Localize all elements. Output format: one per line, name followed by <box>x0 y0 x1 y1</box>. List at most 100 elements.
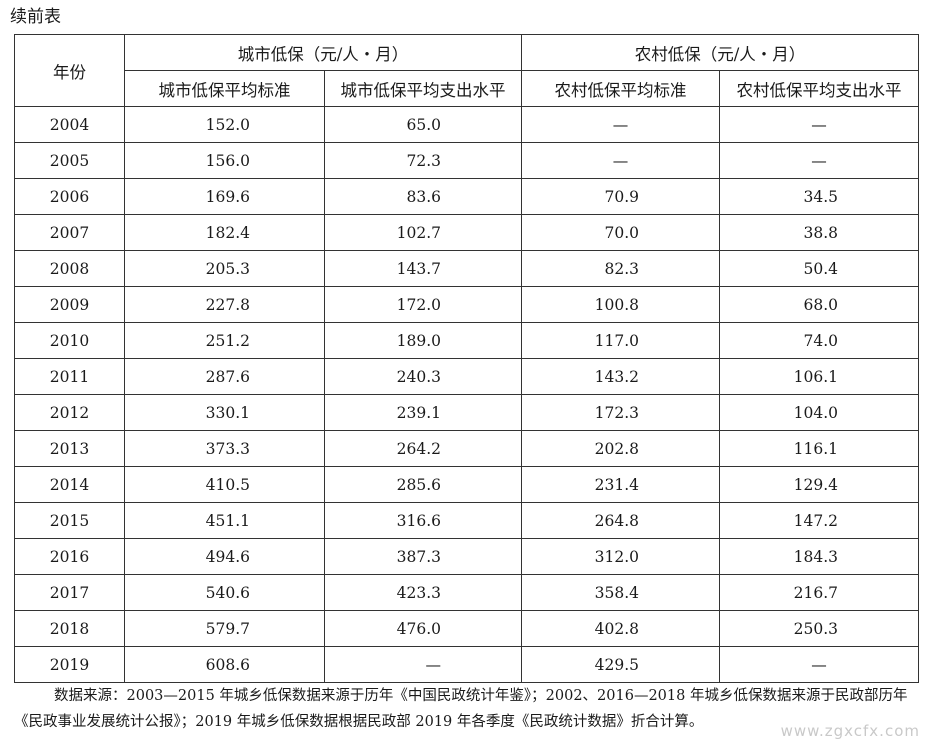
urban-expenditure-header: 城市低保平均支出水平 <box>324 70 522 107</box>
urban-expenditure-cell: 264.2 <box>324 430 522 467</box>
table-body: 2004 152.0 65.0— —2005 156.0 72.3— —2006 169.6 8… <box>14 106 919 683</box>
table-row: 2013 373.3 264.2 202.8 116.1 <box>14 430 919 467</box>
year-cell: 2006 <box>14 178 125 215</box>
year-cell: 2015 <box>14 502 125 539</box>
year-cell: 2010 <box>14 322 125 359</box>
table-row: 2005 156.0 72.3— — <box>14 142 919 179</box>
table-row: 2012 330.1 239.1 172.3 104.0 <box>14 394 919 431</box>
urban-expenditure-cell: 240.3 <box>324 358 522 395</box>
year-cell: 2016 <box>14 538 125 575</box>
urban-expenditure-cell: 423.3 <box>324 574 522 611</box>
urban-standard-cell: 373.3 <box>124 430 325 467</box>
year-cell: 2018 <box>14 610 125 647</box>
rural-standard-cell: 117.0 <box>521 322 720 359</box>
rural-standard-cell: 429.5 <box>521 646 720 683</box>
urban-standard-cell: 410.5 <box>124 466 325 503</box>
urban-expenditure-cell: 239.1 <box>324 394 522 431</box>
year-cell: 2009 <box>14 286 125 323</box>
urban-expenditure-cell: 316.6 <box>324 502 522 539</box>
table-caption: 续前表 <box>10 7 61 27</box>
urban-standard-cell: 494.6 <box>124 538 325 575</box>
rural-expenditure-cell: 147.2 <box>719 502 919 539</box>
rural-standard-cell: 358.4 <box>521 574 720 611</box>
rural-expenditure-cell: 34.5 <box>719 178 919 215</box>
urban-expenditure-cell: — <box>324 646 522 683</box>
year-cell: 2013 <box>14 430 125 467</box>
table-header: 年份 城市低保（元/人・月） 农村低保（元/人・月） 城市低保平均标准 城市低保… <box>14 34 919 107</box>
urban-expenditure-cell: 83.6 <box>324 178 522 215</box>
rural-standard-cell: 172.3 <box>521 394 720 431</box>
rural-standard-cell: 70.9 <box>521 178 720 215</box>
urban-standard-cell: 540.6 <box>124 574 325 611</box>
urban-standard-cell: 182.4 <box>124 214 325 251</box>
rural-expenditure-cell: 184.3 <box>719 538 919 575</box>
table-row: 2004 152.0 65.0— — <box>14 106 919 143</box>
year-cell: 2004 <box>14 106 125 143</box>
urban-expenditure-cell: 143.7 <box>324 250 522 287</box>
urban-expenditure-cell: 72.3 <box>324 142 522 179</box>
rural-group-header: 农村低保（元/人・月） <box>521 34 919 71</box>
year-cell: 2011 <box>14 358 125 395</box>
rural-expenditure-cell: 250.3 <box>719 610 919 647</box>
watermark: www.zgxcfx.com <box>780 722 920 740</box>
urban-expenditure-cell: 65.0 <box>324 106 522 143</box>
urban-expenditure-cell: 285.6 <box>324 466 522 503</box>
urban-standard-cell: 251.2 <box>124 322 325 359</box>
year-cell: 2012 <box>14 394 125 431</box>
rural-expenditure-cell: — <box>719 142 919 179</box>
table-row: 2011 287.6 240.3 143.2 106.1 <box>14 358 919 395</box>
urban-expenditure-cell: 189.0 <box>324 322 522 359</box>
rural-expenditure-header: 农村低保平均支出水平 <box>719 70 919 107</box>
header-row-groups: 年份 城市低保（元/人・月） 农村低保（元/人・月） <box>14 34 919 107</box>
rural-standard-cell: 312.0 <box>521 538 720 575</box>
table-row: 2019 608.6—429.5— <box>14 646 919 683</box>
rural-standard-cell: 231.4 <box>521 466 720 503</box>
urban-standard-cell: 205.3 <box>124 250 325 287</box>
urban-standard-cell: 152.0 <box>124 106 325 143</box>
table-row: 2006 169.6 83.6 70.9 34.5 <box>14 178 919 215</box>
table-row: 2018 579.7 476.0 402.8 250.3 <box>14 610 919 647</box>
rural-expenditure-cell: 104.0 <box>719 394 919 431</box>
rural-standard-cell: 100.8 <box>521 286 720 323</box>
table-row: 2016 494.6 387.3 312.0 184.3 <box>14 538 919 575</box>
urban-standard-cell: 579.7 <box>124 610 325 647</box>
rural-expenditure-cell: 116.1 <box>719 430 919 467</box>
urban-standard-cell: 451.1 <box>124 502 325 539</box>
rural-standard-cell: 143.2 <box>521 358 720 395</box>
low-income-support-table: 年份 城市低保（元/人・月） 农村低保（元/人・月） 城市低保平均标准 城市低保… <box>14 34 919 683</box>
table-row: 2010 251.2 189.0 117.0 74.0 <box>14 322 919 359</box>
rural-standard-cell: 402.8 <box>521 610 720 647</box>
table-row: 2007 182.4 102.7 70.0 38.8 <box>14 214 919 251</box>
urban-standard-cell: 169.6 <box>124 178 325 215</box>
rural-expenditure-cell: 50.4 <box>719 250 919 287</box>
table-row: 2017 540.6 423.3 358.4 216.7 <box>14 574 919 611</box>
rural-standard-header: 农村低保平均标准 <box>521 70 720 107</box>
year-cell: 2019 <box>14 646 125 683</box>
urban-standard-cell: 287.6 <box>124 358 325 395</box>
table-row: 2015 451.1 316.6 264.8 147.2 <box>14 502 919 539</box>
urban-standard-cell: 156.0 <box>124 142 325 179</box>
rural-standard-cell: 264.8 <box>521 502 720 539</box>
urban-standard-cell: 227.8 <box>124 286 325 323</box>
rural-expenditure-cell: 106.1 <box>719 358 919 395</box>
urban-group-header: 城市低保（元/人・月） <box>124 34 522 71</box>
table-row: 2014 410.5 285.6 231.4 129.4 <box>14 466 919 503</box>
year-cell: 2014 <box>14 466 125 503</box>
urban-standard-cell: 330.1 <box>124 394 325 431</box>
table-row: 2009 227.8 172.0 100.8 68.0 <box>14 286 919 323</box>
table-row: 2008 205.3 143.7 82.3 50.4 <box>14 250 919 287</box>
rural-expenditure-cell: — <box>719 646 919 683</box>
rural-standard-cell: — <box>521 106 720 143</box>
urban-expenditure-cell: 172.0 <box>324 286 522 323</box>
rural-standard-cell: 202.8 <box>521 430 720 467</box>
rural-expenditure-cell: 38.8 <box>719 214 919 251</box>
urban-expenditure-cell: 102.7 <box>324 214 522 251</box>
urban-standard-header: 城市低保平均标准 <box>124 70 325 107</box>
urban-expenditure-cell: 387.3 <box>324 538 522 575</box>
rural-expenditure-cell: 74.0 <box>719 322 919 359</box>
year-cell: 2008 <box>14 250 125 287</box>
rural-expenditure-cell: 129.4 <box>719 466 919 503</box>
rural-expenditure-cell: 216.7 <box>719 574 919 611</box>
urban-standard-cell: 608.6 <box>124 646 325 683</box>
header-row-columns: 城市低保平均标准 城市低保平均支出水平 农村低保平均标准 农村低保平均支出水平 <box>15 70 919 107</box>
